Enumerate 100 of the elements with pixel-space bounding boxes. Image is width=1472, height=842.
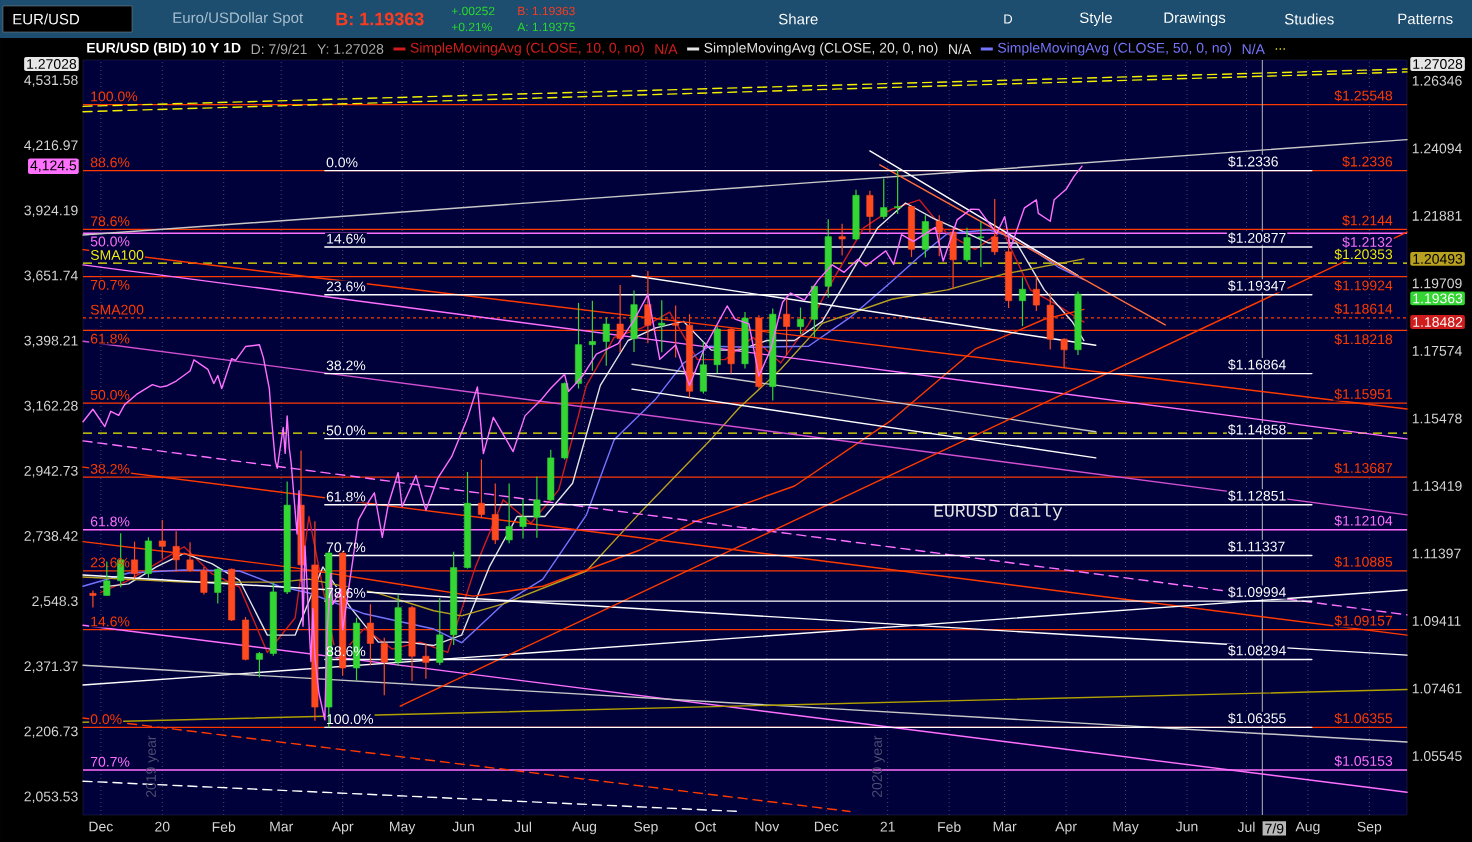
- text: D: 7/9/21: [251, 43, 307, 55]
- x-tick-label: Jul: [514, 821, 532, 832]
- y-tick-label: 2,053.53: [24, 791, 78, 804]
- text: Studies: [1284, 13, 1334, 25]
- x-tick-label: Apr: [331, 821, 354, 835]
- annotation: $1.08294: [1228, 644, 1286, 657]
- y-tick-label: 3,162.28: [24, 400, 78, 413]
- annotation: 61.8%: [90, 516, 130, 527]
- ref-line-label: 7/9: [1265, 823, 1284, 834]
- x-tick-label: Sep: [1357, 821, 1382, 835]
- ref-line-label: $1.18218: [1334, 333, 1393, 346]
- ref-line-label: $1.2336: [1342, 156, 1393, 168]
- x-tick-label: Oct: [695, 821, 717, 832]
- y-tick-label: 1.13419: [1412, 481, 1462, 491]
- y-tick-label: 4,531.58: [24, 75, 78, 87]
- x-tick-label: Jun: [1175, 821, 1198, 832]
- annotation: $1.2336: [1228, 156, 1278, 168]
- annotation: 50.0%: [90, 236, 130, 247]
- text: 4,124.5: [30, 160, 77, 172]
- x-tick-label: Dec: [89, 821, 113, 832]
- x-tick-label: Apr: [1055, 821, 1077, 835]
- ref-line-label: $1.2132: [1342, 236, 1393, 248]
- chart-title: EUR/USD (BID) 10 Y 1D: [87, 42, 241, 56]
- legend-label: SimpleMovingAvg (CLOSE, 50, 0, no): [997, 42, 1232, 56]
- annotation: 38.2%: [90, 463, 130, 474]
- text: 1.19363: [1413, 293, 1463, 304]
- text: B: 1.19363: [336, 12, 424, 26]
- annotation: 14.6%: [91, 616, 130, 627]
- x-tick-label: Aug: [1295, 821, 1320, 835]
- y-tick-label: 3,398.21: [24, 335, 78, 348]
- annotation: 61.8%: [326, 491, 366, 502]
- y-tick-label: 4,216.97: [24, 140, 78, 152]
- ref-line-label: $1.09157: [1334, 615, 1393, 627]
- text: 1.27028: [27, 59, 77, 69]
- x-tick-label: Nov: [755, 821, 780, 832]
- ref-line-label: $1.18614: [1334, 303, 1393, 315]
- ref-line-label: $1.15951: [1334, 388, 1393, 400]
- ref-line-label: $1.19924: [1334, 279, 1393, 292]
- text: 1.18482: [1413, 317, 1463, 328]
- y-tick-label: 2,738.42: [24, 531, 78, 543]
- y-tick-label: 2,206.73: [24, 726, 78, 738]
- annotation: $1.14858: [1228, 424, 1286, 436]
- annotation: $1.09994: [1228, 586, 1286, 598]
- legend-label: SimpleMovingAvg (CLOSE, 20, 0, no): [704, 42, 938, 56]
- text: Share: [778, 13, 818, 25]
- y-tick-label: 1.24094: [1412, 143, 1462, 154]
- annotation: 70.7%: [90, 756, 130, 767]
- text: 1.20493: [1413, 253, 1463, 264]
- text: Patterns: [1398, 13, 1453, 25]
- annotation: 50.0%: [90, 389, 130, 400]
- x-tick-label: 21: [880, 821, 895, 832]
- text: ...: [1275, 48, 1285, 50]
- y-tick-label: 3,924.19: [24, 205, 78, 218]
- ref-line-label: $1.12104: [1334, 515, 1393, 527]
- text: D: [1004, 14, 1013, 24]
- annotation: $1.16864: [1228, 359, 1286, 371]
- ref-line-label: $1.20353: [1334, 248, 1393, 260]
- annotation: $1.19347: [1228, 280, 1286, 292]
- x-tick-label: Aug: [572, 821, 597, 835]
- y-tick-label: 2,371.37: [24, 661, 78, 673]
- text: Style: [1079, 11, 1112, 26]
- annotation: 0.0%: [90, 714, 122, 725]
- y-tick-label: 1.05545: [1412, 751, 1462, 761]
- y-tick-label: 1.09411: [1412, 616, 1461, 626]
- annotation: 2019 year: [146, 735, 159, 798]
- annotation: 14.6%: [327, 233, 366, 244]
- legend-label: SimpleMovingAvg (CLOSE, 10, 0, no): [410, 42, 644, 56]
- ref-line-label: $1.25548: [1334, 90, 1393, 102]
- annotation: 78.6%: [90, 216, 130, 227]
- y-tick-label: 1.19709: [1412, 278, 1462, 289]
- annotation: $1.20877: [1228, 232, 1286, 244]
- y-tick-label: 1.11397: [1412, 548, 1461, 559]
- ref-line-label: $1.05153: [1334, 755, 1393, 767]
- annotation: SMA200: [90, 304, 144, 315]
- ref-line-label: $1.2144: [1342, 214, 1393, 227]
- annotation: 38.2%: [326, 360, 366, 371]
- annotation: 50.0%: [326, 425, 366, 436]
- y-tick-label: 3,651.74: [24, 270, 78, 283]
- annotation: 2020 year: [872, 735, 885, 798]
- annotation: $1.06355: [1228, 712, 1286, 725]
- x-tick-label: Jul: [1237, 821, 1255, 832]
- y-tick-label: 2,942.73: [24, 465, 78, 478]
- y-tick-label: 1.15478: [1412, 413, 1462, 424]
- annotation: 88.6%: [90, 157, 130, 168]
- text: Drawings: [1164, 11, 1226, 26]
- annotation: 70.7%: [90, 279, 130, 290]
- annotation: $1.11337: [1228, 540, 1285, 553]
- text: +0.21%: [451, 22, 492, 32]
- x-tick-label: Mar: [993, 821, 1017, 832]
- text: EUR/USD: [13, 13, 80, 25]
- x-tick-label: May: [390, 821, 416, 835]
- annotation: 0.0%: [326, 157, 358, 168]
- text: B: 1.19363: [518, 6, 575, 16]
- annotation: 100.0%: [91, 91, 138, 102]
- y-tick-label: 1.17574: [1412, 346, 1462, 356]
- annotation: $1.12851: [1228, 490, 1286, 502]
- annotation: EURUSD daily: [934, 503, 1063, 521]
- annotation: SMA100: [90, 250, 144, 260]
- text: N/A: [1242, 43, 1265, 55]
- ref-line-label: $1.06355: [1334, 712, 1393, 725]
